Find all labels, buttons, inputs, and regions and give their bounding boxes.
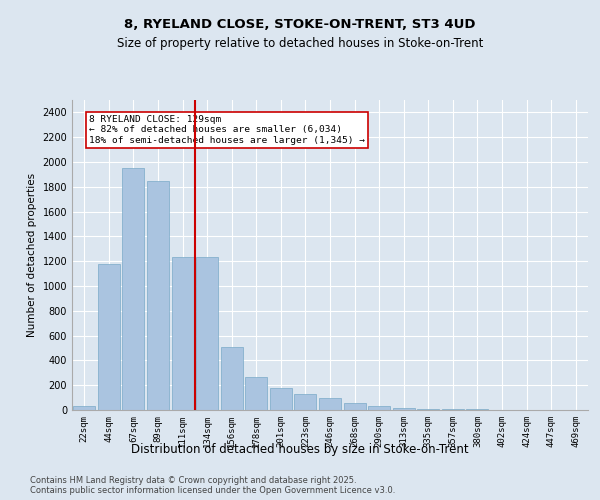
Bar	[368, 406, 390, 410]
Bar	[392, 408, 415, 410]
Bar	[344, 403, 365, 410]
Bar	[245, 377, 268, 410]
Bar	[196, 258, 218, 410]
Y-axis label: Number of detached properties: Number of detached properties	[27, 173, 37, 337]
Bar	[417, 409, 439, 410]
Bar	[98, 264, 120, 410]
Bar	[295, 394, 316, 410]
Bar	[73, 406, 95, 410]
Bar	[319, 398, 341, 410]
Bar	[270, 388, 292, 410]
Text: Distribution of detached houses by size in Stoke-on-Trent: Distribution of detached houses by size …	[131, 442, 469, 456]
Bar	[147, 180, 169, 410]
Bar	[221, 347, 243, 410]
Text: Size of property relative to detached houses in Stoke-on-Trent: Size of property relative to detached ho…	[117, 38, 483, 51]
Text: Contains HM Land Registry data © Crown copyright and database right 2025.
Contai: Contains HM Land Registry data © Crown c…	[30, 476, 395, 495]
Text: 8, RYELAND CLOSE, STOKE-ON-TRENT, ST3 4UD: 8, RYELAND CLOSE, STOKE-ON-TRENT, ST3 4U…	[124, 18, 476, 30]
Text: 8 RYELAND CLOSE: 129sqm
← 82% of detached houses are smaller (6,034)
18% of semi: 8 RYELAND CLOSE: 129sqm ← 82% of detache…	[89, 115, 365, 144]
Bar	[172, 258, 194, 410]
Bar	[122, 168, 145, 410]
